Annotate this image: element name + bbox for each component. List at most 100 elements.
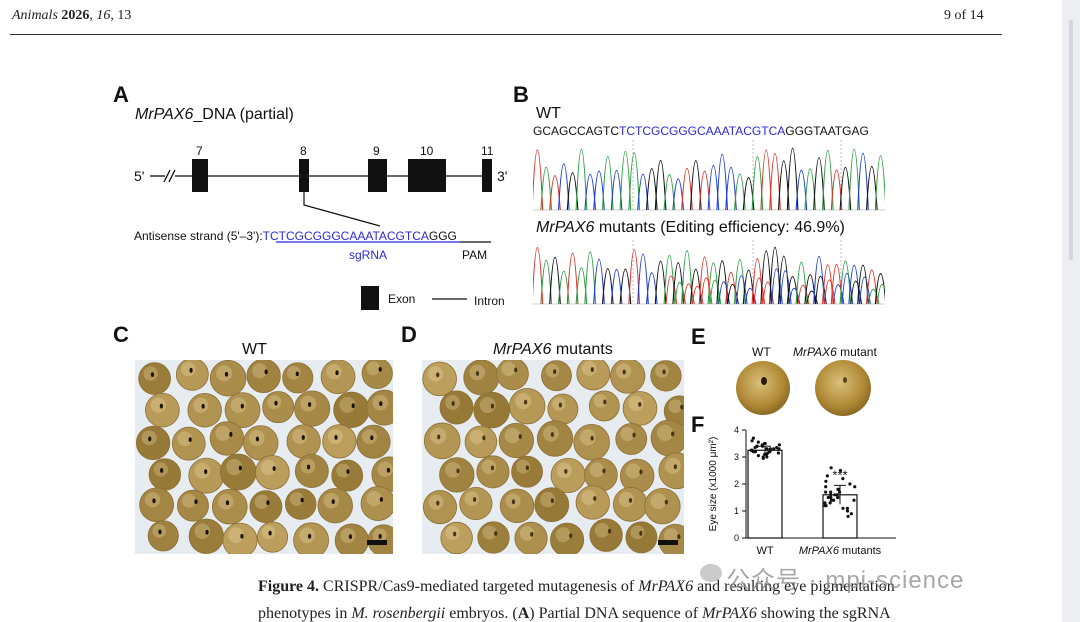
embryo <box>317 487 353 524</box>
header-rule <box>10 34 1002 35</box>
embryo <box>138 362 171 395</box>
chromatogram-peak <box>663 254 676 305</box>
embryo-eye <box>152 498 156 504</box>
embryo-highlight <box>323 492 340 509</box>
embryo <box>294 454 329 488</box>
embryo <box>422 361 457 397</box>
sgrna-sequence: TCTCGCGGGCAAATACGTCA <box>262 229 429 243</box>
chromatogram-peak <box>540 167 553 211</box>
embryo <box>222 522 258 554</box>
exon-number-10: 10 <box>420 144 434 158</box>
embryo-eye <box>229 432 233 437</box>
embryo-eye <box>664 499 668 505</box>
data-point <box>829 495 833 500</box>
panel-b-label: B <box>513 82 529 107</box>
chromatogram-peak <box>769 247 781 305</box>
embryo <box>246 360 281 393</box>
embryo <box>262 391 295 424</box>
chromatogram-peak <box>601 156 614 211</box>
gene-diagram <box>150 159 492 310</box>
scrollbar-thumb[interactable] <box>1069 20 1073 260</box>
embryo-eye <box>482 435 486 441</box>
embryo-highlight <box>464 491 480 506</box>
chromatogram-peak <box>549 256 561 305</box>
embryo-highlight <box>579 429 596 446</box>
embryo-highlight <box>177 431 193 447</box>
embryo-eye <box>473 497 477 502</box>
embryo-highlight <box>428 494 444 510</box>
embryo-highlight <box>482 525 497 540</box>
panel-e-label: E <box>691 324 706 349</box>
embryo-eye <box>346 469 350 474</box>
embryo <box>439 390 474 425</box>
embryo-eye <box>272 466 276 471</box>
embryo <box>282 362 314 394</box>
data-point <box>824 490 828 494</box>
chromatogram-overlap-peak <box>876 283 885 305</box>
panel-d-title: MrPAX6 mutants <box>493 341 613 358</box>
embryo-eye <box>378 366 382 372</box>
embryo-eye <box>188 437 192 443</box>
embryo-highlight <box>226 458 243 476</box>
data-point <box>765 447 769 451</box>
exon-number-9: 9 <box>373 144 380 158</box>
embryo-highlight <box>292 428 308 445</box>
embryo-highlight <box>289 492 304 506</box>
embryo-eye <box>189 367 193 373</box>
legend-exon-box <box>361 286 379 310</box>
embryo <box>331 459 364 492</box>
embryo-highlight <box>628 395 644 412</box>
embryo <box>177 489 209 522</box>
embryo-highlight <box>656 424 673 441</box>
exon-9 <box>368 159 387 192</box>
embryo-highlight <box>326 364 342 380</box>
embryo-highlight <box>540 492 556 508</box>
embryo-highlight <box>299 527 315 544</box>
break-mark <box>163 169 171 183</box>
embryo <box>360 486 393 521</box>
chromatogram-peak <box>557 163 570 211</box>
wt-sequence: GCAGCCAGTCTCTCGCGGGCAAATACGTCAGGGTAATGAG <box>533 124 869 138</box>
exon-number-11: 11 <box>481 144 494 158</box>
embryo-eye <box>307 533 312 539</box>
embryo-eye <box>525 465 529 471</box>
bar <box>747 449 783 539</box>
data-point <box>777 443 781 447</box>
embryo-eye <box>514 367 518 373</box>
scale-bar <box>658 540 678 545</box>
embryo <box>589 518 623 552</box>
embryo <box>139 487 174 523</box>
embryo-highlight <box>469 429 485 444</box>
embryo-eye <box>677 534 681 540</box>
exon-8 <box>299 159 309 192</box>
embryo <box>366 389 393 426</box>
embryo-eye <box>334 434 338 440</box>
embryo-eye <box>240 533 244 539</box>
chromatogram-peak <box>848 149 861 211</box>
embryo-highlight <box>589 462 605 478</box>
data-point <box>765 455 769 459</box>
mutant-eye-spot <box>843 377 847 383</box>
y-tick-label: 0 <box>734 533 739 543</box>
data-point <box>824 504 828 508</box>
mutant-embryo-closeup <box>815 360 871 416</box>
embryo <box>294 390 331 427</box>
embryo-eye <box>150 372 155 377</box>
exon-10 <box>408 159 446 192</box>
embryo-eye <box>550 498 554 504</box>
chromatogram-peak <box>689 160 702 211</box>
vertical-scrollbar[interactable] <box>1062 0 1080 622</box>
data-point <box>836 487 840 491</box>
chromatogram-peak <box>874 155 885 211</box>
embryo <box>644 487 681 525</box>
data-point <box>750 439 754 443</box>
data-point <box>824 485 828 489</box>
embryo-highlight <box>501 361 516 377</box>
embryo-eye <box>160 468 164 473</box>
figure-caption-line-2: phenotypes in M. rosenbergii embryos. (A… <box>258 605 891 622</box>
embryo-eye <box>628 497 633 503</box>
data-point <box>841 506 845 510</box>
callout-line <box>303 192 381 227</box>
embryo-highlight <box>194 462 211 479</box>
embryo <box>615 423 648 455</box>
